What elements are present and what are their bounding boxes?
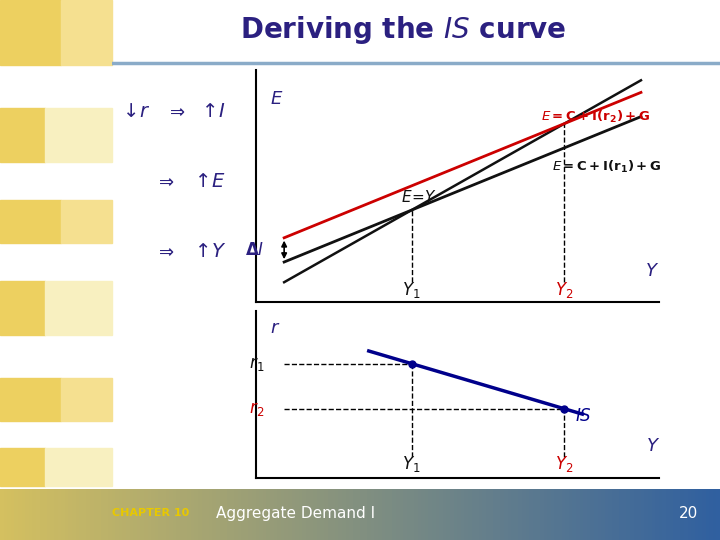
Bar	[0, 108, 45, 162]
Text: Deriving the $\mathbf{\mathit{IS}}$ curve: Deriving the $\mathbf{\mathit{IS}}$ curv…	[240, 14, 567, 46]
Text: Aggregate Demand I: Aggregate Demand I	[216, 506, 375, 521]
Text: CHAPTER 10: CHAPTER 10	[112, 508, 189, 518]
Text: $\mathbf{\mathit{Y}}_1$: $\mathbf{\mathit{Y}}_1$	[402, 454, 421, 474]
Text: $\mathbf{\mathit{E}}\!=\!\mathbf{\mathit{Y}}$: $\mathbf{\mathit{E}}\!=\!\mathbf{\mathit…	[401, 189, 436, 205]
Text: $\mathbf{\mathit{E}=C+I(r_1)+G}$: $\mathbf{\mathit{E}=C+I(r_1)+G}$	[552, 159, 661, 176]
Text: $\mathbf{\mathit{Y}}_1$: $\mathbf{\mathit{Y}}_1$	[402, 280, 421, 300]
Text: $\mathbf{\mathit{Y}}$: $\mathbf{\mathit{Y}}$	[647, 437, 660, 455]
Text: $\uparrow\!\mathbf{\mathit{I}}$: $\uparrow\!\mathbf{\mathit{I}}$	[198, 102, 226, 121]
Text: $\downarrow\!\mathbf{\mathit{r}}$: $\downarrow\!\mathbf{\mathit{r}}$	[119, 102, 150, 121]
Text: $\mathbf{\mathit{r}}$: $\mathbf{\mathit{r}}$	[270, 319, 280, 338]
Text: $\mathbf{\mathit{r}}_1$: $\mathbf{\mathit{r}}_1$	[249, 355, 264, 373]
Bar	[0, 0, 61, 65]
Bar	[61, 0, 112, 65]
Bar	[0, 378, 61, 421]
Bar	[45, 281, 112, 335]
Bar	[61, 378, 112, 421]
Text: $\mathbf{\mathit{Y}}$: $\mathbf{\mathit{Y}}$	[644, 262, 659, 280]
Text: 20: 20	[679, 506, 698, 521]
Bar	[0, 448, 45, 486]
Bar	[45, 108, 112, 162]
Text: $\mathbf{\mathit{Y}}_2$: $\mathbf{\mathit{Y}}_2$	[555, 280, 574, 300]
Text: $\Rightarrow$: $\Rightarrow$	[166, 103, 186, 120]
Bar	[45, 448, 112, 486]
Text: $\Rightarrow$: $\Rightarrow$	[155, 242, 174, 260]
Bar	[0, 281, 45, 335]
Text: $\mathbf{\mathit{IS}}$: $\mathbf{\mathit{IS}}$	[575, 407, 592, 426]
Text: $\mathbf{\mathit{r}}_2$: $\mathbf{\mathit{r}}_2$	[249, 400, 264, 418]
Text: $\uparrow\!\mathbf{\mathit{Y}}$: $\uparrow\!\mathbf{\mathit{Y}}$	[191, 242, 227, 261]
Text: $\mathbf{\mathit{E}}$: $\mathbf{\mathit{E}}$	[270, 90, 283, 109]
Bar	[0, 200, 61, 243]
Text: $\mathbf{\mathit{E}=C+I(r_2)+G}$: $\mathbf{\mathit{E}=C+I(r_2)+G}$	[541, 109, 650, 125]
Bar	[61, 200, 112, 243]
Text: $\mathbf{\mathit{Y}}_2$: $\mathbf{\mathit{Y}}_2$	[555, 454, 574, 474]
Text: $\uparrow\!\mathbf{\mathit{E}}$: $\uparrow\!\mathbf{\mathit{E}}$	[191, 172, 226, 191]
Text: $\Rightarrow$: $\Rightarrow$	[155, 172, 174, 191]
Text: $\mathbf{\Delta}\mathbf{\mathit{I}}$: $\mathbf{\Delta}\mathbf{\mathit{I}}$	[246, 241, 264, 259]
